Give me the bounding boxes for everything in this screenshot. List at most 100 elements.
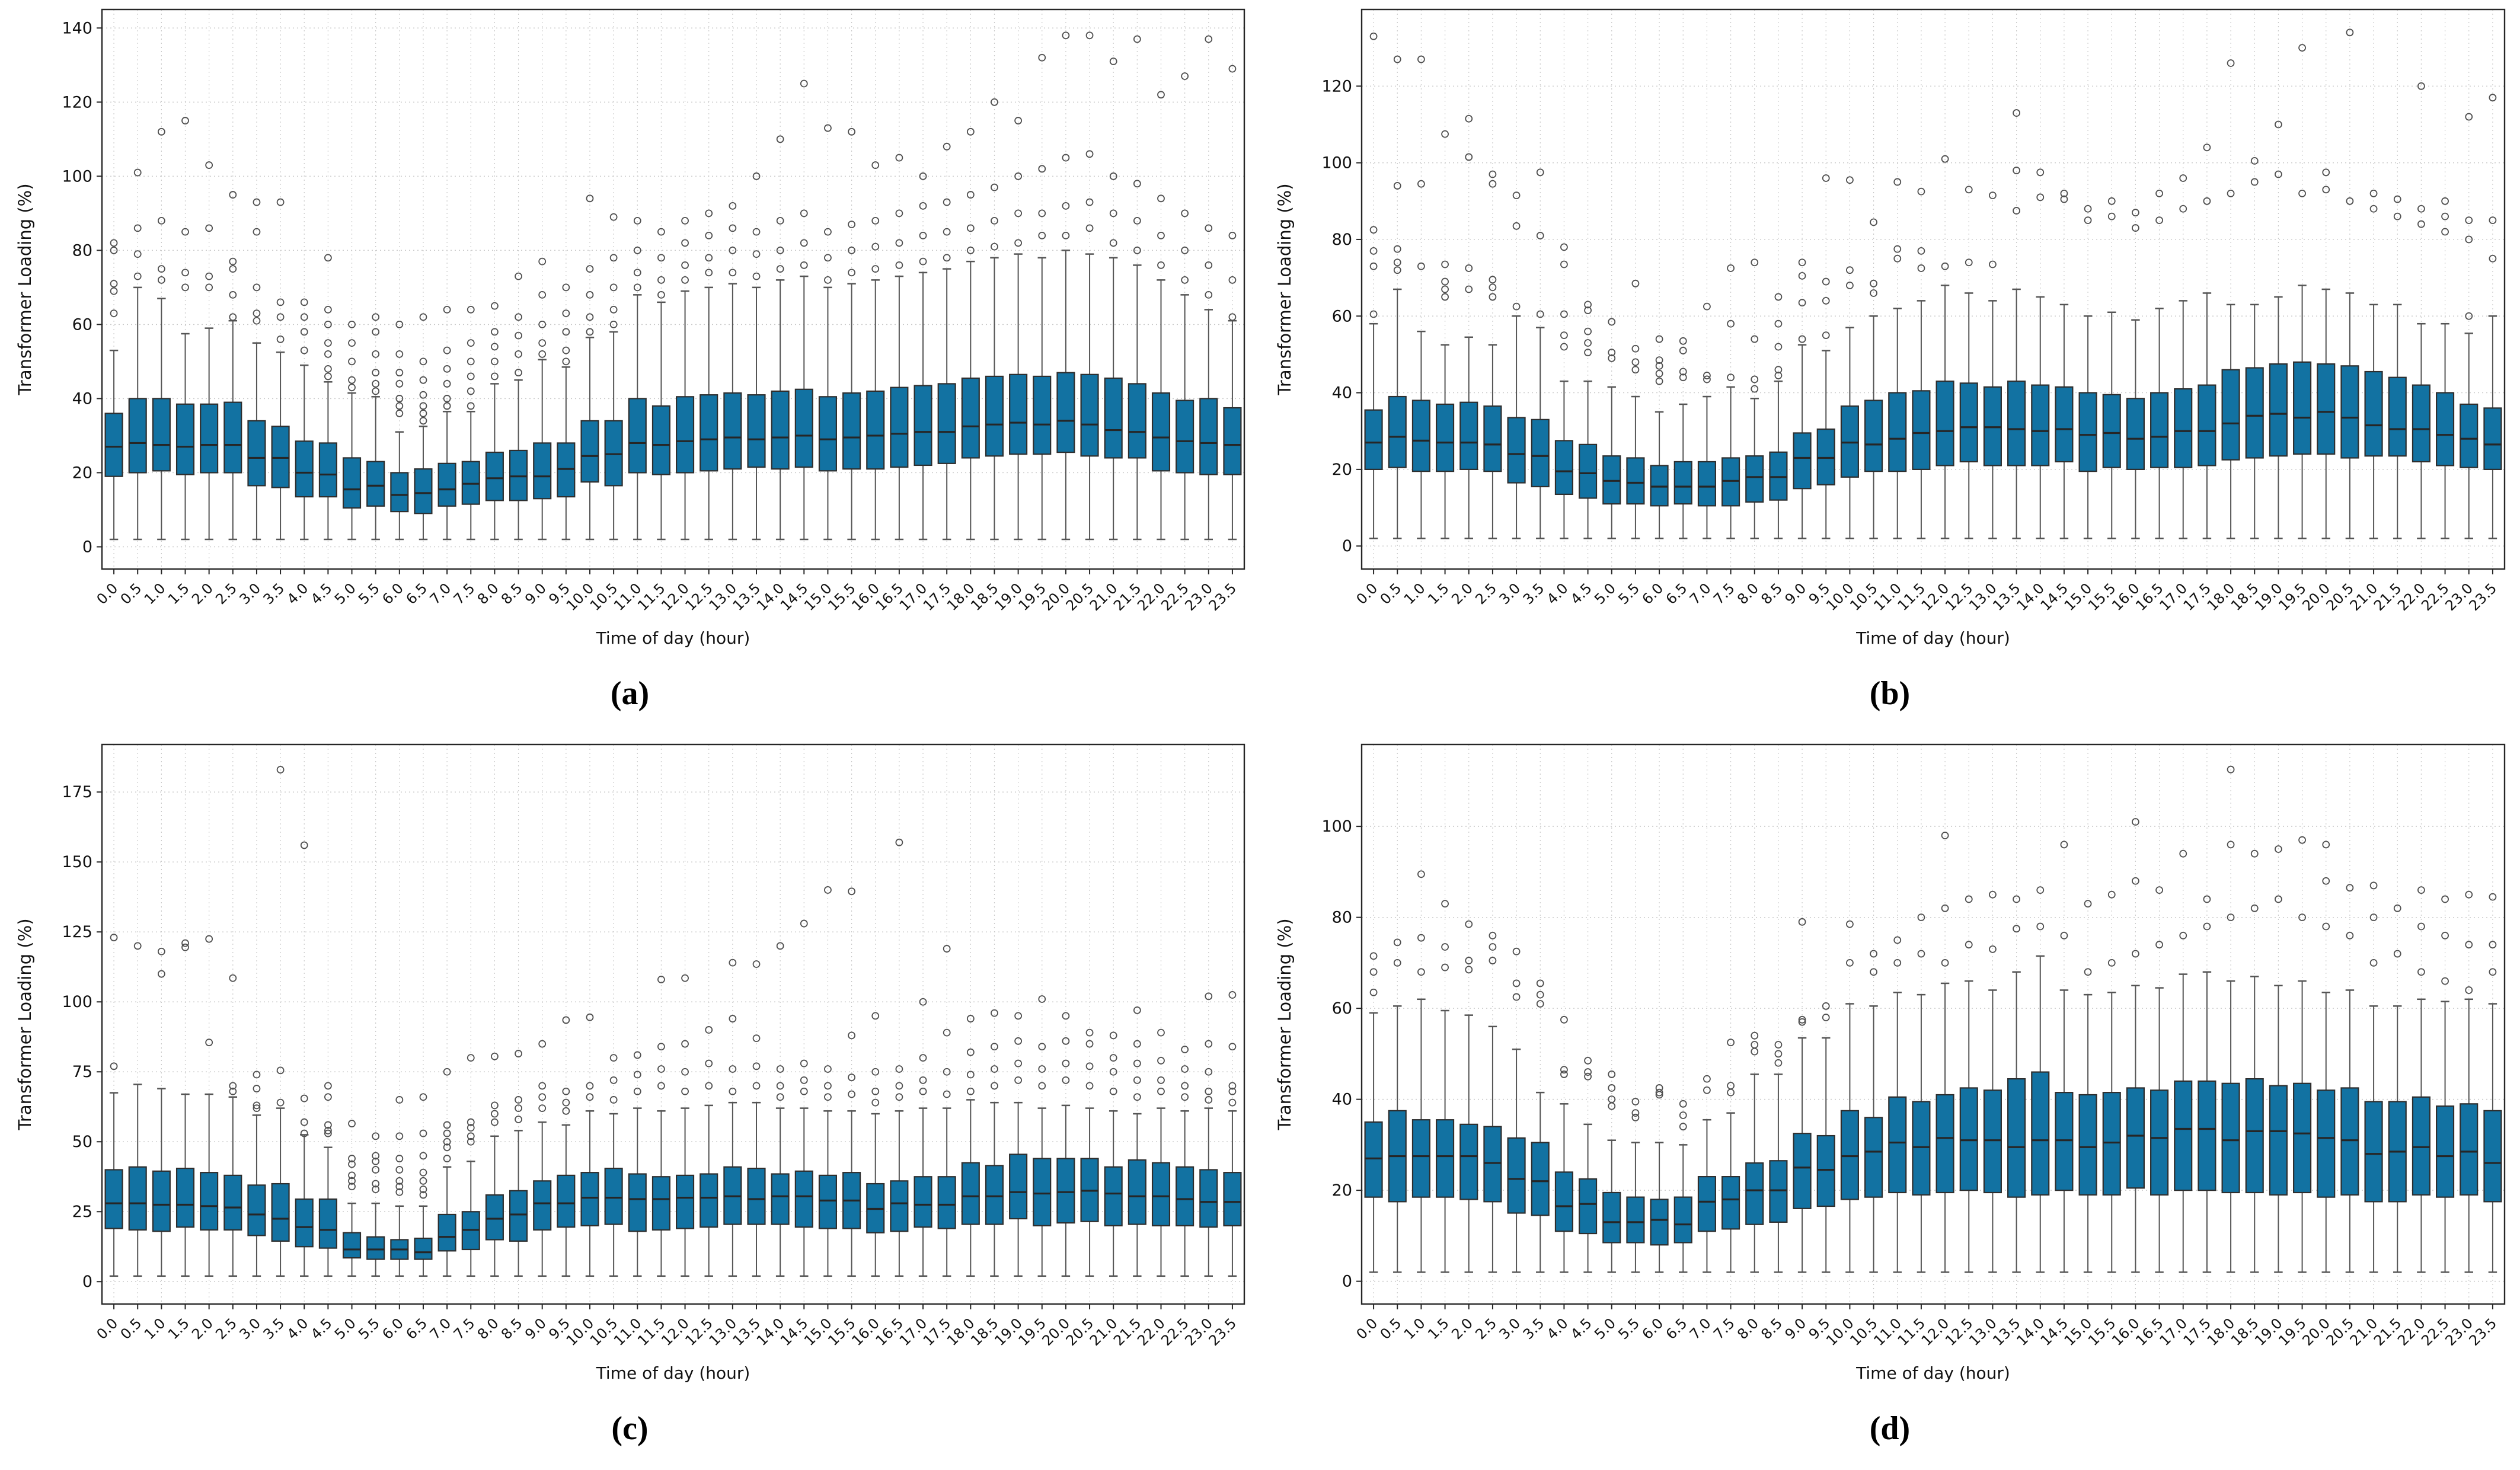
outlier-point (181, 269, 189, 277)
outlier-point (776, 1082, 784, 1090)
outlier-point (752, 960, 761, 968)
box-group (1176, 72, 1194, 541)
box-group (2412, 886, 2430, 1273)
outlier-point (609, 320, 618, 328)
outlier-point (372, 1157, 380, 1165)
outlier-point (1369, 988, 1378, 996)
outlier-point (848, 1073, 855, 1082)
box-group (2102, 197, 2121, 539)
outlier-point (2298, 836, 2306, 844)
svg-text:40: 40 (1332, 384, 1352, 402)
svg-text:23.5: 23.5 (2466, 580, 2500, 614)
outlier-point (1655, 335, 1663, 343)
svg-text:50: 50 (72, 1133, 92, 1151)
outlier-point (633, 283, 641, 292)
outlier-point (1560, 260, 1568, 269)
outlier-point (943, 1068, 951, 1076)
outlier-point (966, 191, 975, 199)
outlier-point (1679, 368, 1687, 376)
svg-text:9.0: 9.0 (1782, 1315, 1810, 1343)
box-group (914, 172, 932, 541)
outlier-point (1441, 260, 1449, 269)
box-group (1483, 931, 1502, 1273)
outlier-point (372, 328, 380, 336)
box-group (1128, 35, 1146, 541)
outlier-point (991, 98, 998, 106)
outlier-point (2393, 904, 2401, 912)
box-group (2364, 189, 2383, 539)
outlier-point (1441, 293, 1449, 301)
outlier-point (1038, 53, 1046, 62)
outlier-point (1157, 261, 1165, 269)
outlier-point (1133, 216, 1141, 225)
outlier-point (1798, 258, 1806, 267)
outlier-point (871, 216, 880, 225)
outlier-point (1109, 209, 1117, 218)
outlier-point (800, 239, 808, 247)
box-group (794, 79, 813, 541)
outlier-point (133, 250, 142, 258)
outlier-point (1774, 293, 1783, 301)
outlier-point (2275, 120, 2282, 129)
outlier-point (515, 313, 522, 321)
outlier-point (1822, 331, 1830, 339)
caption-d: (d) (1869, 1410, 1911, 1447)
outlier-point (800, 1059, 808, 1068)
box-group (1459, 114, 1478, 539)
outlier-point (2441, 931, 2449, 939)
box-group (295, 841, 314, 1277)
svg-text:0.5: 0.5 (1377, 580, 1405, 608)
outlier-point (1369, 968, 1378, 976)
box-group (2150, 189, 2169, 539)
outlier-point (1679, 1111, 1687, 1119)
outlier-point (1774, 1059, 1783, 1067)
box-group (1840, 176, 1859, 539)
svg-text:4.5: 4.5 (308, 1315, 336, 1343)
svg-text:6.0: 6.0 (1639, 1315, 1667, 1343)
outlier-point (419, 391, 427, 399)
box-group (390, 320, 409, 541)
outlier-point (1655, 1088, 1663, 1097)
box-group (1721, 1038, 1740, 1273)
box-group (818, 886, 838, 1277)
outlier-point (705, 1026, 713, 1034)
outlier-point (467, 402, 475, 410)
box-group (2102, 890, 2121, 1273)
outlier-point (2369, 204, 2378, 213)
outlier-point (705, 269, 713, 277)
box-group (2269, 845, 2288, 1273)
outlier-point (609, 305, 618, 314)
outlier-point (1085, 1082, 1094, 1090)
outlier-point (491, 372, 499, 381)
box-group (985, 1009, 1004, 1277)
outlier-point (800, 1076, 808, 1084)
outlier-point (919, 998, 927, 1006)
outlier-point (1393, 958, 1401, 967)
box-group (1483, 170, 1502, 539)
plot-background (1362, 744, 2505, 1304)
outlier-point (1181, 1093, 1189, 1101)
outlier-point (2250, 849, 2259, 858)
outlier-point (276, 298, 285, 306)
box-group (1912, 913, 1931, 1273)
outlier-point (515, 350, 522, 358)
svg-text:0.0: 0.0 (94, 1315, 122, 1343)
outlier-point (1109, 239, 1117, 247)
outlier-point (1536, 168, 1544, 177)
box-group (1104, 57, 1123, 541)
outlier-point (2203, 197, 2211, 205)
box-group (342, 1120, 362, 1277)
svg-text:4.0: 4.0 (1544, 580, 1572, 608)
outlier-point (110, 934, 118, 942)
outlier-point (562, 309, 570, 318)
outlier-point (1109, 1031, 1117, 1040)
box-group (2007, 109, 2026, 539)
outlier-point (2179, 204, 2187, 213)
outlier-point (1181, 1082, 1189, 1090)
svg-text:1.5: 1.5 (1425, 580, 1452, 608)
outlier-point (133, 942, 142, 950)
outlier-point (1181, 72, 1189, 80)
outlier-point (229, 313, 237, 321)
box-group (271, 766, 290, 1277)
svg-text:3.5: 3.5 (1520, 580, 1548, 608)
